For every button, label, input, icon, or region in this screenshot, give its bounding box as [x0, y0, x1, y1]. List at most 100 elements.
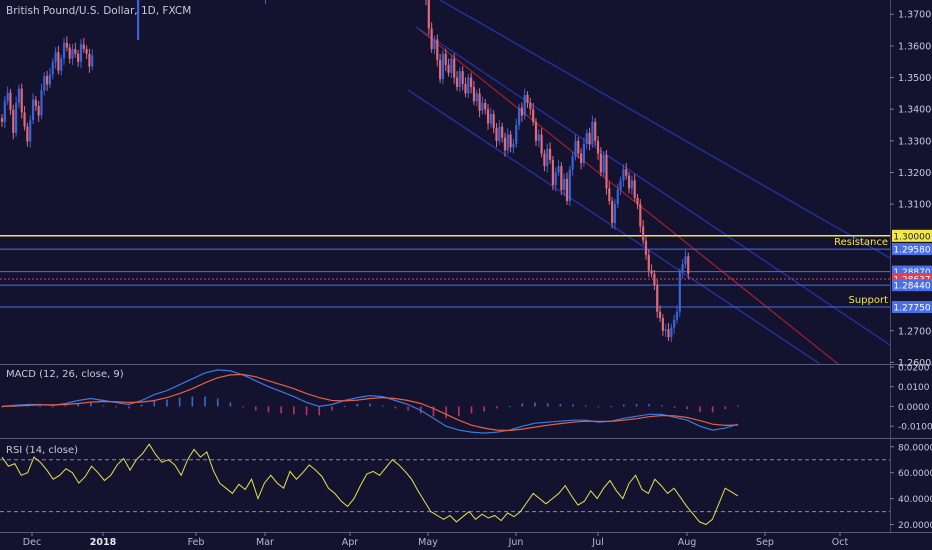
candle-body	[441, 53, 445, 80]
channel-line	[415, 26, 891, 346]
candle-body	[577, 140, 580, 154]
y-tick-label: 1.26000	[898, 358, 932, 369]
candle-body	[591, 121, 594, 145]
x-tick-label: Feb	[188, 537, 205, 548]
macd-histogram-bar	[102, 405, 105, 407]
macd-series-signal-line	[1, 373, 739, 432]
macd-histogram-bar	[216, 398, 219, 407]
macd-histogram-bar	[546, 403, 549, 407]
candle-body	[467, 77, 470, 94]
candle-body	[453, 58, 456, 78]
y-tick-label: 1.33000	[898, 136, 932, 147]
macd-histogram-bar	[39, 406, 41, 408]
macd-histogram-bar	[458, 406, 460, 417]
candle-body	[563, 178, 566, 190]
channel-line	[439, 0, 891, 259]
trend-line	[419, 29, 839, 365]
macd-title: MACD (12, 26, close, 9)	[6, 369, 124, 380]
level-price-label: 1.30000	[893, 232, 930, 242]
candle-body	[85, 49, 88, 54]
macd-histogram-bar	[64, 405, 67, 407]
candle-body	[534, 121, 538, 141]
candle-body	[12, 109, 15, 133]
macd-histogram-bar	[331, 406, 333, 411]
candle-body	[439, 60, 442, 80]
candle-body	[580, 153, 583, 164]
chart-title: British Pound/U.S. Dollar, 1D, FXCM	[6, 5, 192, 17]
macd-tick-label: 0.0200	[898, 363, 930, 373]
candle-body	[82, 44, 85, 50]
candle-body	[501, 126, 504, 138]
macd-histogram-bar	[584, 405, 587, 407]
macd-histogram-bar	[318, 406, 321, 416]
macd-histogram-bar	[445, 406, 447, 419]
candle-body	[613, 204, 617, 224]
x-tick-label: Dec	[23, 537, 41, 548]
x-tick-label: 2018	[90, 537, 117, 548]
candle-body	[506, 134, 509, 151]
macd-histogram-bar	[572, 404, 574, 407]
x-tick-label: Oct	[832, 537, 849, 548]
channel-line	[407, 89, 821, 365]
macd-histogram-bar	[90, 402, 92, 407]
y-tick-label: 1.34000	[898, 105, 932, 116]
candle-body	[444, 53, 447, 65]
macd-histogram-bar	[153, 400, 156, 407]
candle-body	[619, 180, 622, 190]
candle-body	[548, 148, 552, 160]
candle-body	[472, 87, 476, 102]
macd-histogram-bar	[483, 406, 486, 412]
candle-body	[636, 197, 639, 205]
candle-body	[31, 99, 35, 121]
candle-body	[571, 156, 574, 170]
level-price-label: 1.29580	[893, 246, 930, 256]
candle-body	[644, 240, 648, 255]
candle-body	[51, 62, 54, 75]
support-annotation: Support	[848, 295, 888, 306]
macd-histogram-bar	[699, 406, 701, 412]
macd-histogram-bar	[51, 406, 54, 408]
candle-body	[540, 134, 543, 154]
candle-body	[62, 42, 66, 59]
candle-body	[74, 49, 77, 54]
candle-body	[0, 118, 4, 122]
macd-histogram-bar	[508, 406, 511, 408]
candle-body	[630, 180, 633, 189]
candle-body	[433, 39, 436, 50]
candle-body	[475, 93, 478, 102]
candle-body	[656, 284, 659, 312]
candle-body	[529, 102, 532, 110]
candle-body	[560, 166, 563, 190]
candle-body	[458, 71, 461, 88]
candle-body	[582, 144, 586, 164]
candle-body	[484, 102, 487, 110]
candle-body	[436, 39, 439, 61]
candle-body	[20, 88, 23, 113]
macd-histogram-bar	[711, 406, 714, 413]
macd-histogram-bar	[1, 406, 3, 408]
candle-body	[574, 140, 577, 157]
macd-histogram-bar	[610, 406, 612, 408]
y-tick-label: 1.32000	[898, 168, 932, 179]
candle-body	[447, 64, 450, 73]
candle-body	[6, 92, 9, 102]
candle-body	[585, 132, 588, 145]
candle-body	[622, 169, 625, 181]
level-price-tag	[892, 301, 932, 314]
candle-body	[137, 0, 140, 40]
candle-body	[658, 311, 662, 319]
level-price-label: 1.28440	[893, 282, 930, 292]
candle-body	[478, 93, 481, 111]
candle-body	[532, 109, 535, 122]
rsi-tick-label: 40.0000	[898, 495, 932, 505]
candle-body	[517, 107, 521, 126]
macd-histogram-bar	[496, 406, 498, 409]
macd-histogram-bar	[178, 397, 181, 407]
candle-body	[675, 311, 679, 320]
macd-histogram-bar	[369, 403, 371, 407]
macd-histogram-bar	[724, 406, 727, 410]
macd-histogram-bar	[648, 404, 650, 407]
candle-body	[602, 155, 605, 173]
rsi-tick-label: 60.0000	[898, 469, 932, 479]
